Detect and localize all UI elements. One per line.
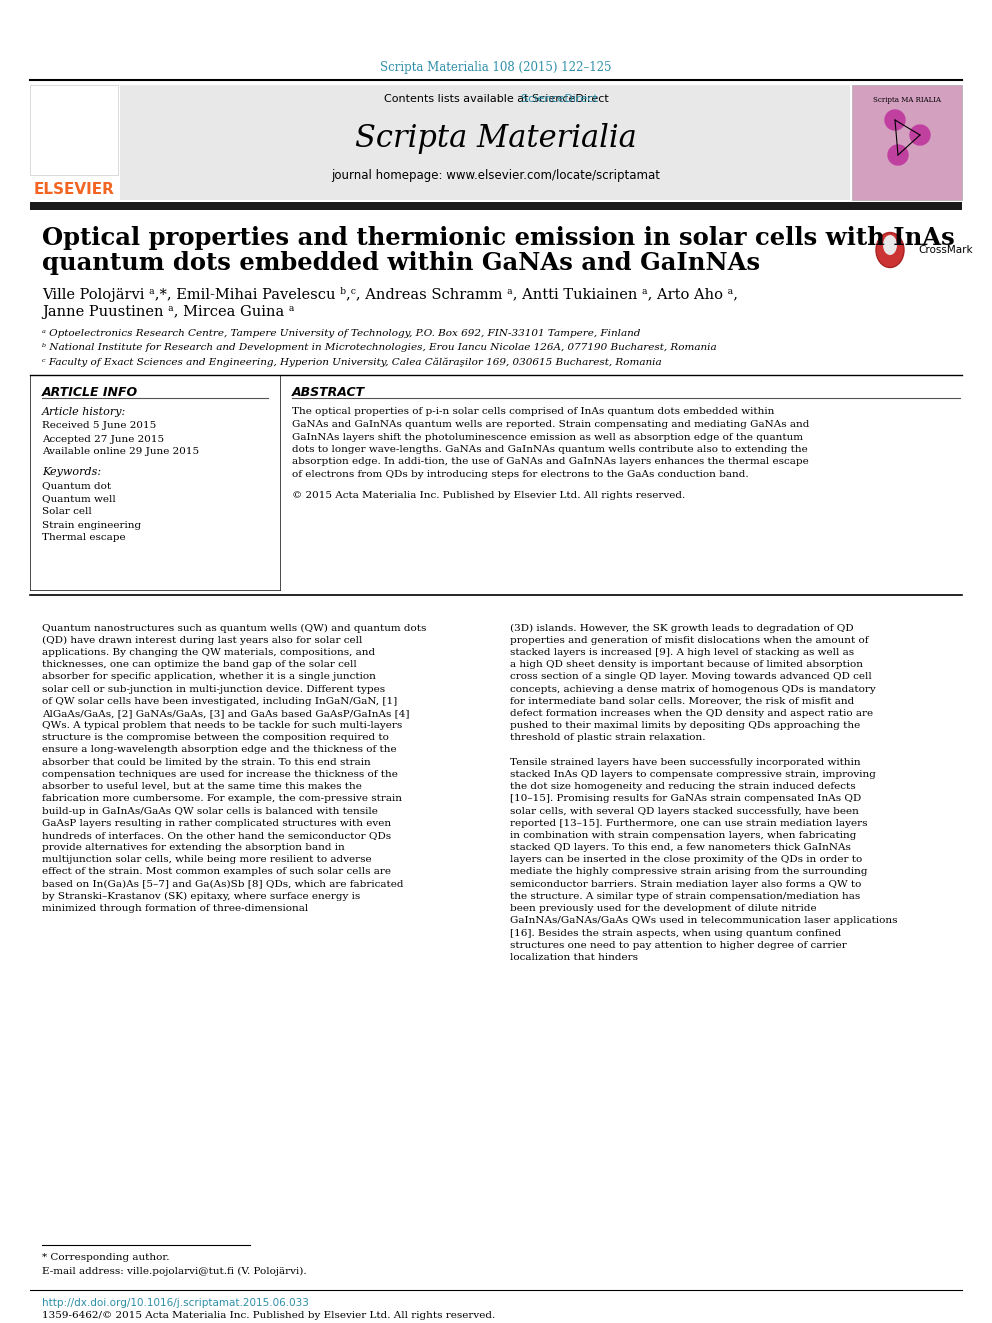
Text: Scripta MA RIALIA: Scripta MA RIALIA: [873, 97, 941, 105]
Text: journal homepage: www.elsevier.com/locate/scriptamat: journal homepage: www.elsevier.com/locat…: [331, 168, 661, 181]
Text: Keywords:: Keywords:: [42, 467, 101, 478]
Text: for intermediate band solar cells. Moreover, the risk of misfit and: for intermediate band solar cells. Moreo…: [510, 697, 854, 705]
Text: CrossMark: CrossMark: [918, 245, 972, 255]
Bar: [852, 85, 962, 200]
Text: GaInNAs/GaNAs/GaAs QWs used in telecommunication laser applications: GaInNAs/GaNAs/GaAs QWs used in telecommu…: [510, 917, 898, 925]
Bar: [30, 85, 118, 175]
Text: the structure. A similar type of strain compensation/mediation has: the structure. A similar type of strain …: [510, 892, 860, 901]
Text: Available online 29 June 2015: Available online 29 June 2015: [42, 447, 199, 456]
Text: effect of the strain. Most common examples of such solar cells are: effect of the strain. Most common exampl…: [42, 868, 391, 877]
Text: Scripta Materialia 108 (2015) 122–125: Scripta Materialia 108 (2015) 122–125: [380, 61, 612, 74]
Text: compensation techniques are used for increase the thickness of the: compensation techniques are used for inc…: [42, 770, 398, 779]
Text: of electrons from QDs by introducing steps for electrons to the GaAs conduction : of electrons from QDs by introducing ste…: [292, 470, 749, 479]
Text: ᵇ National Institute for Research and Development in Microtechnologies, Erou Ian: ᵇ National Institute for Research and De…: [42, 344, 716, 352]
Text: mediate the highly compressive strain arising from the surrounding: mediate the highly compressive strain ar…: [510, 868, 867, 877]
Text: http://dx.doi.org/10.1016/j.scriptamat.2015.06.033: http://dx.doi.org/10.1016/j.scriptamat.2…: [42, 1298, 309, 1308]
Text: in combination with strain compensation layers, when fabricating: in combination with strain compensation …: [510, 831, 856, 840]
Circle shape: [888, 146, 908, 165]
Text: ScienceDirect: ScienceDirect: [395, 94, 597, 105]
Text: 1359-6462/© 2015 Acta Materialia Inc. Published by Elsevier Ltd. All rights rese: 1359-6462/© 2015 Acta Materialia Inc. Pu…: [42, 1311, 495, 1320]
Text: Scripta Materialia: Scripta Materialia: [355, 123, 637, 153]
Text: absorber for specific application, whether it is a single junction: absorber for specific application, wheth…: [42, 672, 376, 681]
Text: stacked QD layers. To this end, a few nanometers thick GaInNAs: stacked QD layers. To this end, a few na…: [510, 843, 851, 852]
Text: hundreds of interfaces. On the other hand the semiconductor QDs: hundreds of interfaces. On the other han…: [42, 831, 391, 840]
Text: applications. By changing the QW materials, compositions, and: applications. By changing the QW materia…: [42, 648, 375, 658]
Text: [16]. Besides the strain aspects, when using quantum confined: [16]. Besides the strain aspects, when u…: [510, 929, 841, 938]
Text: defect formation increases when the QD density and aspect ratio are: defect formation increases when the QD d…: [510, 709, 873, 718]
Text: ABSTRACT: ABSTRACT: [292, 385, 365, 398]
Bar: [120, 85, 850, 200]
Text: of QW solar cells have been investigated, including InGaN/GaN, [1]: of QW solar cells have been investigated…: [42, 697, 397, 705]
Text: stacked layers is increased [9]. A high level of stacking as well as: stacked layers is increased [9]. A high …: [510, 648, 854, 658]
Text: absorber to useful level, but at the same time this makes the: absorber to useful level, but at the sam…: [42, 782, 362, 791]
Text: build-up in GaInAs/GaAs QW solar cells is balanced with tensile: build-up in GaInAs/GaAs QW solar cells i…: [42, 807, 378, 815]
Text: Quantum well: Quantum well: [42, 495, 116, 504]
Text: multijunction solar cells, while being more resilient to adverse: multijunction solar cells, while being m…: [42, 855, 372, 864]
Bar: [30, 202, 962, 210]
Text: properties and generation of misfit dislocations when the amount of: properties and generation of misfit disl…: [510, 635, 869, 644]
Text: AlGaAs/GaAs, [2] GaNAs/GaAs, [3] and GaAs based GaAsP/GaInAs [4]: AlGaAs/GaAs, [2] GaNAs/GaAs, [3] and GaA…: [42, 709, 410, 718]
Text: Ville Polojärvi ᵃ,*, Emil-Mihai Pavelescu ᵇ,ᶜ, Andreas Schramm ᵃ, Antti Tukiaine: Ville Polojärvi ᵃ,*, Emil-Mihai Pavelesc…: [42, 287, 738, 303]
Text: dots to longer wave-lengths. GaNAs and GaInNAs quantum wells contribute also to : dots to longer wave-lengths. GaNAs and G…: [292, 445, 807, 454]
Text: Strain engineering: Strain engineering: [42, 520, 141, 529]
Circle shape: [910, 124, 930, 146]
Text: ARTICLE INFO: ARTICLE INFO: [42, 385, 138, 398]
Text: quantum dots embedded within GaNAs and GaInNAs: quantum dots embedded within GaNAs and G…: [42, 251, 760, 275]
Text: layers can be inserted in the close proximity of the QDs in order to: layers can be inserted in the close prox…: [510, 855, 862, 864]
Text: a high QD sheet density is important because of limited absorption: a high QD sheet density is important bec…: [510, 660, 863, 669]
Text: absorption edge. In addi-tion, the use of GaNAs and GaInNAs layers enhances the : absorption edge. In addi-tion, the use o…: [292, 458, 808, 467]
Text: fabrication more cumbersome. For example, the com-pressive strain: fabrication more cumbersome. For example…: [42, 794, 402, 803]
Text: reported [13–15]. Furthermore, one can use strain mediation layers: reported [13–15]. Furthermore, one can u…: [510, 819, 867, 828]
Text: QWs. A typical problem that needs to be tackle for such multi-layers: QWs. A typical problem that needs to be …: [42, 721, 402, 730]
Text: Received 5 June 2015: Received 5 June 2015: [42, 422, 157, 430]
Text: absorber that could be limited by the strain. To this end strain: absorber that could be limited by the st…: [42, 758, 371, 767]
Text: structures one need to pay attention to higher degree of carrier: structures one need to pay attention to …: [510, 941, 847, 950]
Text: The optical properties of p-i-n solar cells comprised of InAs quantum dots embed: The optical properties of p-i-n solar ce…: [292, 407, 775, 417]
Text: ᶜ Faculty of Exact Sciences and Engineering, Hyperion University, Calea Călăraşi: ᶜ Faculty of Exact Sciences and Engineer…: [42, 357, 662, 366]
Text: © 2015 Acta Materialia Inc. Published by Elsevier Ltd. All rights reserved.: © 2015 Acta Materialia Inc. Published by…: [292, 491, 685, 500]
Text: Thermal escape: Thermal escape: [42, 533, 126, 542]
Text: solar cells, with several QD layers stacked successfully, have been: solar cells, with several QD layers stac…: [510, 807, 859, 815]
Text: minimized through formation of three-dimensional: minimized through formation of three-dim…: [42, 904, 309, 913]
Text: Janne Puustinen ᵃ, Mircea Guina ᵃ: Janne Puustinen ᵃ, Mircea Guina ᵃ: [42, 306, 295, 319]
Text: Quantum nanostructures such as quantum wells (QW) and quantum dots: Quantum nanostructures such as quantum w…: [42, 623, 427, 632]
Text: GaNAs and GaInNAs quantum wells are reported. Strain compensating and mediating : GaNAs and GaInNAs quantum wells are repo…: [292, 419, 809, 429]
Text: ELSEVIER: ELSEVIER: [34, 183, 114, 197]
Text: provide alternatives for extending the absorption band in: provide alternatives for extending the a…: [42, 843, 345, 852]
Text: cross section of a single QD layer. Moving towards advanced QD cell: cross section of a single QD layer. Movi…: [510, 672, 872, 681]
Text: pushed to their maximal limits by depositing QDs approaching the: pushed to their maximal limits by deposi…: [510, 721, 860, 730]
Circle shape: [885, 110, 905, 130]
Text: * Corresponding author.: * Corresponding author.: [42, 1253, 170, 1262]
Text: [10–15]. Promising results for GaNAs strain compensated InAs QD: [10–15]. Promising results for GaNAs str…: [510, 794, 861, 803]
Text: by Stranski–Krastanov (SK) epitaxy, where surface energy is: by Stranski–Krastanov (SK) epitaxy, wher…: [42, 892, 360, 901]
Text: Contents lists available at ScienceDirect: Contents lists available at ScienceDirec…: [384, 94, 608, 105]
Text: Tensile strained layers have been successfully incorporated within: Tensile strained layers have been succes…: [510, 758, 861, 767]
Text: based on In(Ga)As [5–7] and Ga(As)Sb [8] QDs, which are fabricated: based on In(Ga)As [5–7] and Ga(As)Sb [8]…: [42, 880, 404, 889]
Text: structure is the compromise between the composition required to: structure is the compromise between the …: [42, 733, 389, 742]
Text: semiconductor barriers. Strain mediation layer also forms a QW to: semiconductor barriers. Strain mediation…: [510, 880, 861, 889]
Text: solar cell or sub-junction in multi-junction device. Different types: solar cell or sub-junction in multi-junc…: [42, 684, 385, 693]
Text: Article history:: Article history:: [42, 407, 126, 417]
Text: concepts, achieving a dense matrix of homogenous QDs is mandatory: concepts, achieving a dense matrix of ho…: [510, 684, 876, 693]
Text: E-mail address: ville.pojolarvi@tut.fi (V. Polojärvi).: E-mail address: ville.pojolarvi@tut.fi (…: [42, 1266, 307, 1275]
Text: Solar cell: Solar cell: [42, 508, 91, 516]
Text: GaInNAs layers shift the photoluminescence emission as well as absorption edge o: GaInNAs layers shift the photoluminescen…: [292, 433, 803, 442]
Text: thicknesses, one can optimize the band gap of the solar cell: thicknesses, one can optimize the band g…: [42, 660, 357, 669]
Text: localization that hinders: localization that hinders: [510, 953, 638, 962]
Text: (QD) have drawn interest during last years also for solar cell: (QD) have drawn interest during last yea…: [42, 635, 362, 644]
Text: Optical properties and thermionic emission in solar cells with InAs: Optical properties and thermionic emissi…: [42, 226, 954, 250]
Text: stacked InAs QD layers to compensate compressive strain, improving: stacked InAs QD layers to compensate com…: [510, 770, 876, 779]
Text: ᵃ Optoelectronics Research Centre, Tampere University of Technology, P.O. Box 69: ᵃ Optoelectronics Research Centre, Tampe…: [42, 329, 641, 339]
Text: threshold of plastic strain relaxation.: threshold of plastic strain relaxation.: [510, 733, 705, 742]
Text: Quantum dot: Quantum dot: [42, 482, 111, 491]
Text: Accepted 27 June 2015: Accepted 27 June 2015: [42, 434, 164, 443]
Text: GaAsP layers resulting in rather complicated structures with even: GaAsP layers resulting in rather complic…: [42, 819, 391, 828]
Text: been previously used for the development of dilute nitride: been previously used for the development…: [510, 904, 816, 913]
Ellipse shape: [883, 235, 897, 255]
Text: the dot size homogeneity and reducing the strain induced defects: the dot size homogeneity and reducing th…: [510, 782, 856, 791]
Ellipse shape: [876, 233, 904, 267]
Text: (3D) islands. However, the SK growth leads to degradation of QD: (3D) islands. However, the SK growth lea…: [510, 623, 854, 632]
Text: ensure a long-wavelength absorption edge and the thickness of the: ensure a long-wavelength absorption edge…: [42, 745, 397, 754]
